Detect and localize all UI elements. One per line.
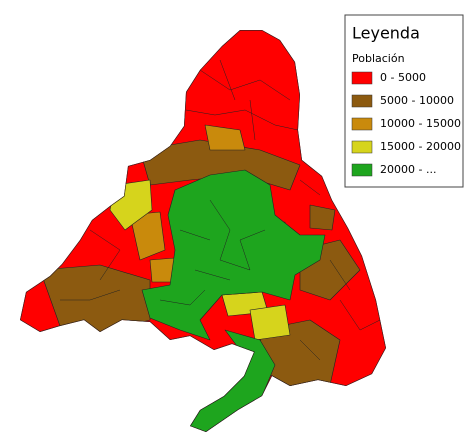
- region: [141, 169, 326, 341]
- legend-label: 10000 - 15000: [380, 117, 461, 130]
- legend-label: 0 - 5000: [380, 71, 426, 84]
- region: [189, 329, 276, 432]
- legend-label: 5000 - 10000: [380, 94, 454, 107]
- region: [204, 124, 246, 151]
- legend-swatch: [351, 94, 373, 108]
- legend-title: Leyenda: [352, 24, 420, 43]
- legend-swatch: [351, 140, 373, 154]
- legend-label: 20000 - ...: [380, 163, 436, 176]
- legend-swatch: [351, 117, 373, 131]
- region: [249, 304, 291, 341]
- legend-swatch: [351, 163, 373, 177]
- legend-swatch: [351, 71, 373, 85]
- legend-subtitle: Población: [352, 52, 405, 65]
- legend: Leyenda Población 0 - 5000 5000 - 10000 10…: [344, 14, 464, 188]
- legend-label: 15000 - 20000: [380, 140, 461, 153]
- region: [309, 204, 336, 231]
- region: [129, 211, 166, 261]
